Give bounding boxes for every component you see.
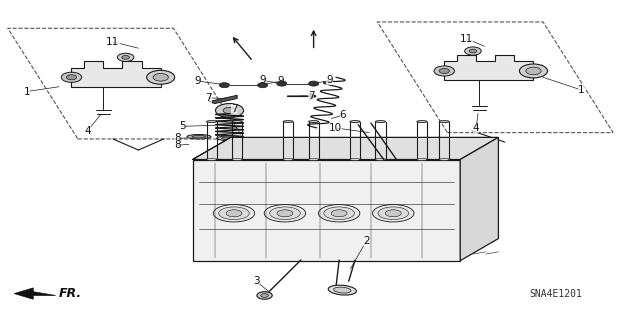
Text: SNA4E1201: SNA4E1201 xyxy=(529,289,582,299)
Ellipse shape xyxy=(439,159,449,160)
Ellipse shape xyxy=(333,287,351,293)
Ellipse shape xyxy=(308,121,319,122)
Ellipse shape xyxy=(328,285,356,295)
Ellipse shape xyxy=(192,136,206,138)
Ellipse shape xyxy=(376,121,386,122)
Ellipse shape xyxy=(417,121,427,122)
Circle shape xyxy=(61,72,82,82)
Circle shape xyxy=(257,292,272,299)
Text: 7: 7 xyxy=(205,93,212,103)
Circle shape xyxy=(465,47,481,55)
Circle shape xyxy=(223,107,236,114)
Ellipse shape xyxy=(221,137,237,140)
Text: 5: 5 xyxy=(179,121,186,131)
Circle shape xyxy=(520,64,547,78)
Ellipse shape xyxy=(331,210,347,217)
Text: 9: 9 xyxy=(195,76,201,86)
Polygon shape xyxy=(72,62,161,87)
Polygon shape xyxy=(460,137,499,261)
Ellipse shape xyxy=(217,136,243,141)
Ellipse shape xyxy=(308,159,319,160)
Text: 2: 2 xyxy=(364,236,370,246)
Ellipse shape xyxy=(324,207,355,219)
Ellipse shape xyxy=(350,121,360,122)
Circle shape xyxy=(122,56,129,59)
Circle shape xyxy=(276,81,287,86)
Ellipse shape xyxy=(226,210,242,217)
Ellipse shape xyxy=(213,204,255,222)
Ellipse shape xyxy=(319,204,360,222)
Text: 9: 9 xyxy=(326,76,333,85)
Ellipse shape xyxy=(283,159,293,160)
Text: 11: 11 xyxy=(106,37,120,47)
Ellipse shape xyxy=(219,207,249,219)
Circle shape xyxy=(434,66,454,76)
Text: 4: 4 xyxy=(84,126,91,136)
Ellipse shape xyxy=(350,159,360,160)
Ellipse shape xyxy=(269,207,300,219)
Text: 8: 8 xyxy=(174,133,180,143)
Ellipse shape xyxy=(232,159,243,160)
Polygon shape xyxy=(14,288,56,299)
Circle shape xyxy=(439,69,449,73)
Circle shape xyxy=(260,293,268,297)
Ellipse shape xyxy=(372,204,414,222)
Circle shape xyxy=(308,81,319,86)
Text: 9: 9 xyxy=(277,76,284,86)
Ellipse shape xyxy=(277,210,293,217)
Ellipse shape xyxy=(187,135,211,139)
Circle shape xyxy=(147,70,175,84)
Polygon shape xyxy=(193,137,499,160)
Text: 1: 1 xyxy=(24,86,30,97)
Text: 7: 7 xyxy=(230,104,237,114)
Polygon shape xyxy=(444,55,534,80)
Polygon shape xyxy=(209,95,237,104)
Text: 4: 4 xyxy=(473,123,479,133)
Ellipse shape xyxy=(264,204,306,222)
Text: 10: 10 xyxy=(329,123,342,133)
Text: 6: 6 xyxy=(340,110,346,120)
Polygon shape xyxy=(193,160,460,261)
Circle shape xyxy=(153,73,168,81)
Ellipse shape xyxy=(385,210,401,217)
Text: 1: 1 xyxy=(578,85,584,95)
Circle shape xyxy=(67,75,77,80)
Ellipse shape xyxy=(283,121,293,122)
Ellipse shape xyxy=(207,159,217,160)
Text: 7: 7 xyxy=(308,91,314,101)
Text: FR.: FR. xyxy=(59,287,82,300)
Ellipse shape xyxy=(378,207,408,219)
Circle shape xyxy=(216,104,244,117)
Circle shape xyxy=(117,53,134,62)
Ellipse shape xyxy=(417,159,427,160)
Text: 8: 8 xyxy=(174,140,180,150)
Circle shape xyxy=(220,83,230,88)
Circle shape xyxy=(526,67,541,75)
Ellipse shape xyxy=(232,121,243,122)
Ellipse shape xyxy=(376,159,386,160)
Circle shape xyxy=(257,83,268,88)
Text: 3: 3 xyxy=(253,276,260,286)
Text: 9: 9 xyxy=(259,76,266,85)
Ellipse shape xyxy=(439,121,449,122)
Text: 11: 11 xyxy=(460,34,473,44)
Circle shape xyxy=(469,49,477,53)
Ellipse shape xyxy=(207,121,217,122)
